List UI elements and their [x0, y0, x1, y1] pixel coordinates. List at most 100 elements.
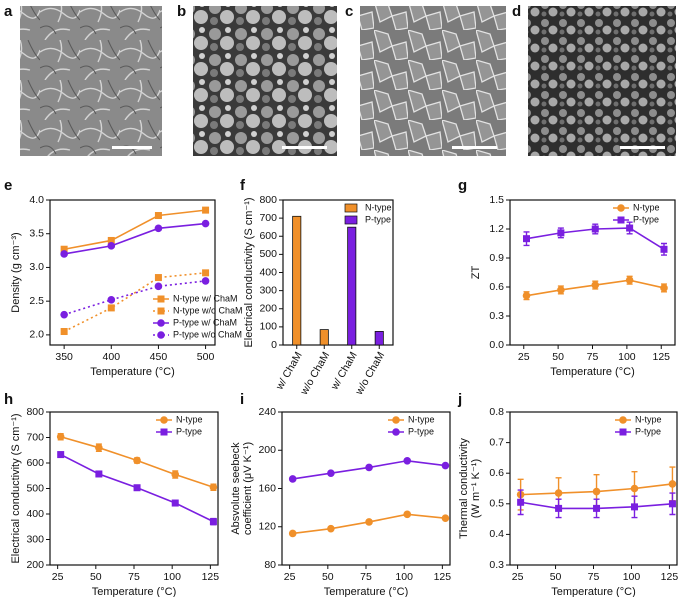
chart: i 80 120 160 200 240 Absvolute seebeck coeffici… — [230, 391, 451, 597]
y-tick-label: 2.5 — [29, 295, 44, 307]
marker — [60, 328, 68, 336]
legend-marker — [157, 307, 165, 315]
legend-label: P-type w/ ChaM — [173, 317, 237, 327]
y-tick-label: 2.0 — [29, 329, 44, 341]
y-axis-label: Thermal conductivity — [458, 438, 470, 539]
marker — [154, 212, 162, 220]
legend-label: N-type w/o ChaM — [173, 305, 243, 315]
marker — [441, 461, 450, 470]
legend-label: P-type — [408, 426, 434, 436]
marker — [554, 489, 563, 497]
y-axis-label: ZT — [470, 266, 482, 280]
scale-bar — [112, 146, 152, 149]
legend-marker — [157, 331, 165, 339]
x-tick-label: 100 — [395, 571, 413, 583]
panel-label: e — [4, 177, 12, 194]
marker — [107, 296, 116, 304]
marker — [625, 276, 634, 285]
marker — [327, 524, 335, 533]
legend-label: P-type — [365, 214, 391, 224]
panel-label: d — [512, 3, 521, 20]
y-tick-label: 700 — [259, 212, 277, 224]
y-tick-label: 800 — [26, 406, 44, 418]
legend-swatch — [344, 203, 358, 213]
x-tick-label: 100 — [618, 351, 636, 363]
bar — [292, 215, 302, 346]
x-tick-label: 125 — [434, 571, 452, 583]
legend-label: N-type — [408, 414, 435, 424]
sem-image — [528, 6, 676, 156]
marker — [441, 514, 450, 522]
y-tick-label: 800 — [259, 194, 277, 206]
legend-marker — [392, 416, 400, 424]
y-tick-label: 400 — [26, 508, 44, 520]
legend-marker — [617, 216, 625, 224]
scale-bar — [452, 146, 497, 149]
x-tick-label: 100 — [623, 571, 641, 583]
marker — [626, 224, 634, 232]
y-tick-label: 80 — [264, 559, 276, 571]
marker — [107, 304, 115, 312]
x-tick-label: 50 — [90, 571, 102, 583]
marker — [154, 274, 162, 282]
marker — [171, 499, 179, 507]
y-tick-label: 0.0 — [489, 339, 504, 351]
series-line — [64, 222, 206, 255]
y-tick-label: 200 — [258, 444, 276, 456]
x-tick-label: 350 — [55, 351, 73, 363]
x-tick-label: 450 — [150, 351, 168, 363]
y-tick-label: 0.9 — [489, 252, 504, 264]
legend-label: N-type w/ ChaM — [173, 293, 238, 303]
marker — [201, 277, 210, 285]
marker — [95, 470, 103, 478]
marker — [522, 291, 531, 300]
marker — [592, 487, 601, 496]
sem-image — [193, 6, 337, 156]
marker — [660, 284, 668, 292]
y-axis-label: Electrical conductivity (S cm⁻¹) — [243, 197, 255, 347]
marker — [403, 456, 412, 465]
legend-label: N-type — [176, 414, 203, 424]
y-tick-label: 0.6 — [489, 281, 504, 293]
y-axis-label: coefficient (μV K⁻¹) — [242, 442, 254, 535]
marker — [365, 463, 373, 472]
bar — [347, 226, 357, 346]
chart: e 2.0 2.5 3.0 3.5 4.0 Density (g cm⁻³) Temperat… — [4, 177, 243, 378]
x-tick-label: 75 — [128, 571, 140, 583]
marker — [56, 432, 65, 441]
marker — [288, 529, 297, 538]
y-tick-label: 1.5 — [489, 194, 504, 206]
y-axis-label: (W m⁻¹ K⁻¹) — [470, 459, 482, 518]
marker — [630, 484, 639, 493]
marker — [202, 269, 210, 277]
marker — [630, 503, 638, 511]
bar — [319, 329, 329, 346]
x-tick-label: 125 — [652, 351, 670, 363]
x-tick-label: 25 — [518, 351, 530, 363]
marker — [60, 310, 68, 319]
marker — [517, 498, 525, 506]
marker — [209, 483, 218, 492]
panel-label: j — [457, 391, 462, 408]
y-tick-label: 100 — [259, 321, 277, 333]
legend-marker — [619, 416, 627, 424]
x-axis-label: Temperature (°C) — [92, 586, 176, 597]
y-tick-label: 0.4 — [489, 528, 504, 540]
legend-swatch — [344, 215, 358, 225]
y-tick-label: 300 — [259, 284, 277, 296]
panel-label: b — [177, 3, 186, 20]
legend-marker — [619, 428, 627, 436]
panel-label: h — [4, 391, 13, 408]
y-tick-label: 600 — [259, 230, 277, 242]
y-tick-label: 240 — [258, 406, 276, 418]
marker — [202, 206, 210, 214]
marker — [555, 504, 563, 512]
y-tick-label: 0.3 — [489, 310, 504, 322]
x-tick-label: 500 — [197, 351, 215, 363]
marker — [660, 245, 668, 253]
marker — [60, 245, 68, 253]
y-tick-label: 0.7 — [489, 436, 504, 448]
legend-marker — [617, 204, 625, 212]
marker — [523, 235, 530, 243]
y-tick-label: 300 — [26, 533, 44, 545]
